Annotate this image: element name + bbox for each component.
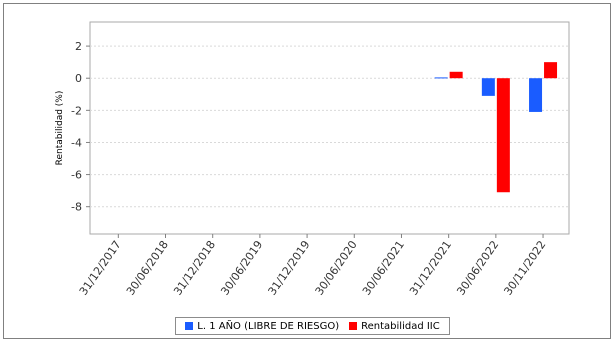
bar-iic-7 xyxy=(449,71,463,79)
y-tick-label: -8 xyxy=(71,201,82,214)
bar-benchmark-7 xyxy=(434,77,448,79)
x-tick-label: 30/06/2020 xyxy=(313,238,360,297)
y-axis-label: Rentabilidad (%) xyxy=(55,91,65,166)
x-tick-label: 31/12/2017 xyxy=(77,238,124,297)
legend: L. 1 AÑO (LIBRE DE RIESGO) Rentabilidad I… xyxy=(175,317,450,335)
y-tick-label: -2 xyxy=(71,104,82,117)
x-tick-label: 30/11/2022 xyxy=(501,238,548,297)
chart-frame: 2 0 -2 -4 -6 -8 31/12/2017 30/06/2018 31/12/201… xyxy=(3,3,611,339)
bar-chart: 20-2-4-6-8 31/12/2017 30/06/2018 31/12/201… xyxy=(55,21,570,298)
bar-benchmark-9 xyxy=(529,78,543,112)
bars xyxy=(434,62,558,193)
bar-iic-9 xyxy=(544,62,558,79)
x-axis: 31/12/2017 30/06/2018 31/12/2018 30/06/2019… xyxy=(77,234,549,298)
bar-iic-8 xyxy=(496,78,510,193)
y-axis: 2 0 -2 -4 -6 -8 xyxy=(71,40,90,214)
legend-label: Rentabilidad IIC xyxy=(361,320,440,332)
x-tick-label: 31/12/2021 xyxy=(407,238,454,297)
x-tick-label: 31/12/2019 xyxy=(266,238,313,297)
legend-item-1: Rentabilidad IIC xyxy=(349,321,440,332)
y-tick-label: 0 xyxy=(75,72,82,85)
legend-item-0: L. 1 AÑO (LIBRE DE RIESGO) xyxy=(185,321,339,332)
x-tick-label: 30/06/2018 xyxy=(124,238,171,297)
legend-label: L. 1 AÑO (LIBRE DE RIESGO) xyxy=(197,320,340,332)
x-tick-label: 30/06/2021 xyxy=(360,238,407,297)
y-tick-label: 2 xyxy=(75,40,82,53)
bar-benchmark-8 xyxy=(481,78,495,96)
plot-area xyxy=(89,21,570,235)
x-tick-label: 31/12/2018 xyxy=(171,238,218,297)
x-tick-label: 30/06/2019 xyxy=(218,238,265,297)
y-tick-label: -4 xyxy=(71,136,82,149)
legend-swatch xyxy=(349,322,358,330)
x-tick-label: 30/06/2022 xyxy=(454,238,501,297)
legend-swatch xyxy=(185,322,194,330)
y-tick-label: -6 xyxy=(71,169,82,182)
